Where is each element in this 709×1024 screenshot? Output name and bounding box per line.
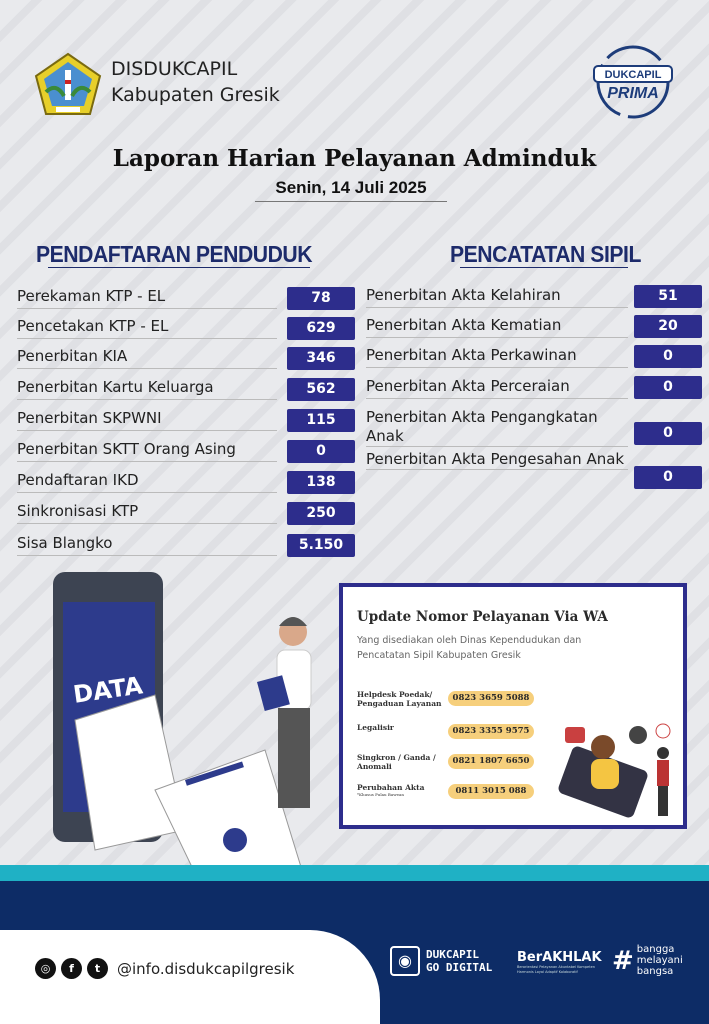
section-heading-pencatatan: PENCATATAN SIPIL <box>450 241 641 267</box>
whatsapp-number-pill[interactable]: 0811 3015 088 <box>448 784 534 799</box>
dukcapil-prima-logo: DUKCAPIL PRIMA <box>593 45 673 119</box>
svg-text:DUKCAPIL: DUKCAPIL <box>605 69 662 81</box>
report-title: Laporan Harian Pelayanan Adminduk <box>112 145 597 172</box>
stat-label: Pencetakan KTP - EL <box>17 317 277 339</box>
go-digital-line2: GO DIGITAL <box>426 961 493 974</box>
stat-label: Penerbitan Kartu Keluarga <box>17 378 277 400</box>
stat-value-badge: 0 <box>287 440 355 463</box>
stat-value-badge: 0 <box>634 376 702 399</box>
fingerprint-icon: ◉ <box>390 946 420 976</box>
stat-value-badge: 0 <box>634 466 702 489</box>
stat-label: Penerbitan Akta Kematian <box>366 316 628 338</box>
whatsapp-number-pill[interactable]: 0823 3659 5088 <box>448 691 534 706</box>
go-digital-logo: ◉ DUKCAPIL GO DIGITAL <box>390 946 492 976</box>
contact-label: Legalisir <box>357 723 452 732</box>
contact-label: Perubahan Akta *Khusus Pulau Bawean <box>357 783 452 797</box>
stat-value-badge: 51 <box>634 285 702 308</box>
wa-card-title: Update Nomor Pelayanan Via WA <box>357 609 608 625</box>
go-digital-line1: DUKCAPIL <box>426 948 479 961</box>
stat-label: Sisa Blangko <box>17 534 277 556</box>
instagram-icon[interactable]: ◎ <box>35 958 56 979</box>
stat-value-badge: 629 <box>287 317 355 340</box>
stat-value-badge: 562 <box>287 378 355 401</box>
divider <box>48 267 310 268</box>
report-date: Senin, 14 Juli 2025 <box>255 178 447 202</box>
stat-value-badge: 346 <box>287 347 355 370</box>
bangga-melayani-bangsa-logo: # bangga melayani bangsa <box>612 944 683 977</box>
whatsapp-number-pill[interactable]: 0823 3355 9575 <box>448 724 534 739</box>
hashtag-icon: # <box>612 945 634 976</box>
twitter-icon[interactable]: t <box>87 958 108 979</box>
stat-label: Sinkronisasi KTP <box>17 502 277 524</box>
stat-value-badge: 0 <box>634 345 702 368</box>
customer-service-illustration <box>558 723 671 818</box>
stat-label: Pendaftaran IKD <box>17 471 277 493</box>
stat-label: Penerbitan SKTT Orang Asing <box>17 440 277 462</box>
org-region: Kabupaten Gresik <box>111 84 280 106</box>
contact-label-text: Legalisir <box>357 723 394 732</box>
stat-value-badge: 115 <box>287 409 355 432</box>
wa-card-subtitle: Yang disediakan oleh Dinas Kependudukan … <box>357 635 582 661</box>
stat-value-badge: 0 <box>634 422 702 445</box>
stat-value-badge: 5.150 <box>287 534 355 557</box>
stat-value-badge: 250 <box>287 502 355 525</box>
contact-label-text: Perubahan Akta <box>357 783 425 792</box>
stat-label: Penerbitan SKPWNI <box>17 409 277 431</box>
stat-label: Perekaman KTP - EL <box>17 287 277 309</box>
bangga-line2: melayani <box>636 955 683 966</box>
contact-label-text: Singkron / Ganda / Anomali <box>357 753 436 771</box>
footer-social-panel <box>0 930 380 1024</box>
stat-label: Penerbitan Akta Perkawinan <box>366 346 628 368</box>
stat-label: Penerbitan KIA <box>17 347 277 369</box>
gresik-emblem-logo <box>34 52 102 115</box>
social-handle[interactable]: @info.disdukcapilgresik <box>117 959 295 978</box>
wa-contact-card: Update Nomor Pelayanan Via WA Yang dised… <box>339 583 687 829</box>
stat-value-badge: 78 <box>287 287 355 310</box>
contact-label: Helpdesk Poedak/ Pengaduan Layanan <box>357 690 452 708</box>
divider <box>460 267 628 268</box>
bangga-line3: bangsa <box>636 966 674 977</box>
section-heading-pendaftaran: PENDAFTARAN PENDUDUK <box>36 241 313 267</box>
stat-label: Penerbitan Akta Perceraian <box>366 377 628 399</box>
social-links: ◎ f t @info.disdukcapilgresik <box>35 958 294 979</box>
contact-note: *Khusus Pulau Bawean <box>357 792 404 797</box>
berakhlak-tagline: Berorientasi Pelayanan Akuntabel Kompete… <box>517 965 595 974</box>
contact-label: Singkron / Ganda / Anomali <box>357 753 452 771</box>
svg-text:PRIMA: PRIMA <box>607 85 659 102</box>
stat-label: Penerbitan Akta Pengesahan Anak <box>366 450 628 470</box>
whatsapp-number-pill[interactable]: 0821 1807 6650 <box>448 754 534 769</box>
org-name: DISDUKCAPIL <box>111 58 238 80</box>
berakhlak-logo: BerAKHLAK Berorientasi Pelayanan Akuntab… <box>517 950 605 975</box>
footer-accent-stripe <box>0 865 709 881</box>
bangga-line1: bangga <box>636 944 675 955</box>
stat-value-badge: 138 <box>287 471 355 494</box>
stat-label: Penerbitan Akta Kelahiran <box>366 286 628 308</box>
facebook-icon[interactable]: f <box>61 958 82 979</box>
contact-label-text: Helpdesk Poedak/ Pengaduan Layanan <box>357 690 442 708</box>
stat-value-badge: 20 <box>634 315 702 338</box>
stat-label: Penerbitan Akta Pengangkatan Anak <box>366 408 628 447</box>
berakhlak-text: BerAKHLAK <box>517 950 602 965</box>
